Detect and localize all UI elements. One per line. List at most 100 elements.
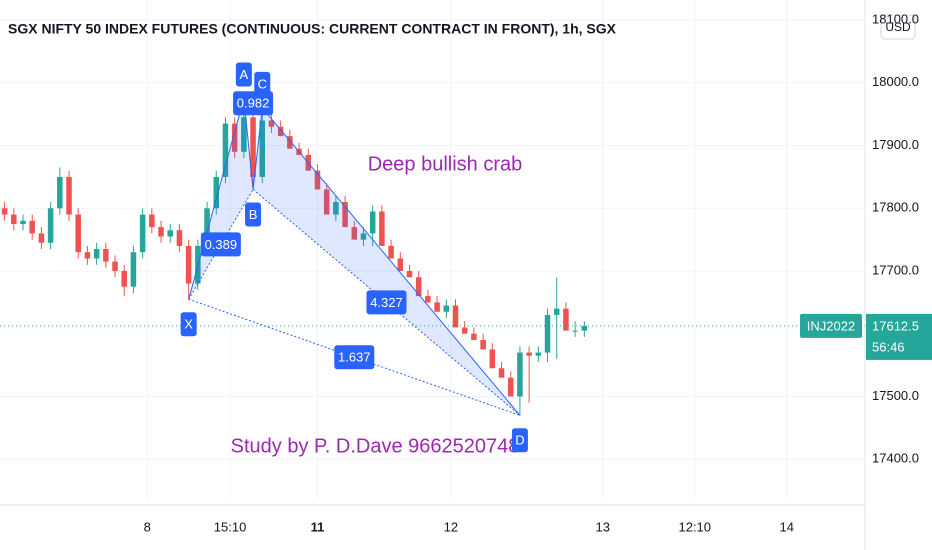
pattern-area <box>253 107 520 416</box>
y-tick-label: 17900.0 <box>872 137 919 152</box>
candle-body <box>314 170 321 190</box>
x-tick-label: 12:10 <box>678 519 711 534</box>
candle-body <box>443 305 450 312</box>
candle-body <box>517 352 523 397</box>
candle-body <box>185 245 192 284</box>
y-tick-label: 18100.0 <box>872 12 919 27</box>
pattern-ratio-box <box>233 91 274 116</box>
candle-body <box>563 308 569 331</box>
candle-body <box>38 233 45 243</box>
currency[interactable]: USD <box>885 20 911 34</box>
candle-body <box>167 230 173 237</box>
candle-body <box>112 261 118 272</box>
y-tick-label: 17400.0 <box>872 451 919 466</box>
candle-body <box>434 302 440 312</box>
pattern-leg <box>188 98 245 300</box>
pattern-ratio: 4.327 <box>370 295 403 310</box>
candle-body <box>544 314 551 353</box>
candle-body <box>277 126 284 137</box>
candle-body <box>222 123 229 177</box>
candle-body <box>250 117 256 177</box>
pattern-point-label: C <box>258 76 267 91</box>
candle-body <box>480 340 486 350</box>
candle-body <box>1 208 8 215</box>
symbol-tag-box <box>800 313 862 338</box>
candle-body <box>507 377 514 397</box>
x-tick-label: 14 <box>780 519 794 534</box>
candle-body <box>241 117 247 152</box>
candle-body <box>553 308 560 315</box>
candle-body <box>360 233 367 240</box>
currency-box[interactable] <box>880 14 916 40</box>
candle-body <box>535 352 542 356</box>
candle-body <box>369 211 376 234</box>
x-tick-label: 12 <box>444 519 458 534</box>
candle-body <box>342 202 348 228</box>
pattern-point-label-box <box>235 62 252 87</box>
candle-body <box>572 330 578 332</box>
pattern-name: Deep bullish crab <box>368 153 523 175</box>
candle-body <box>452 305 459 328</box>
candle-body <box>581 325 588 331</box>
grid <box>0 0 865 500</box>
candle-body <box>415 277 422 297</box>
chart-title: SGX NIFTY 50 INDEX FUTURES (CONTINUOUS: … <box>8 21 617 37</box>
y-tick-label: 18000.0 <box>872 74 919 89</box>
candle-body <box>498 368 505 378</box>
candle-body <box>471 333 477 341</box>
candle-body <box>204 208 210 246</box>
candle-body <box>425 296 431 303</box>
y-tick-label: 17500.0 <box>872 388 919 403</box>
last-price-box <box>866 313 932 360</box>
candle-body <box>461 327 468 334</box>
x-tick-label: 13 <box>596 519 610 534</box>
candle-body <box>526 352 532 356</box>
y-tick-label: 17700.0 <box>872 262 919 277</box>
pattern-ratio-line <box>188 189 254 300</box>
candle-body <box>176 230 183 246</box>
candle-body <box>11 214 17 224</box>
candle-body <box>333 202 339 215</box>
pattern-point-label-box <box>180 312 197 337</box>
pattern-point-label-box <box>254 71 271 96</box>
candle-body <box>268 120 275 127</box>
candle-body <box>231 123 238 152</box>
x-tick-label: 15:10 <box>214 519 247 534</box>
candle-body <box>47 208 54 243</box>
candle-body <box>103 249 109 262</box>
pattern-leg <box>252 107 263 190</box>
annotation: Study by P. D.Dave 9662520748 <box>231 435 520 457</box>
candle-body <box>84 252 91 259</box>
last-price-label: 17612.5 <box>872 318 919 333</box>
candle-body <box>397 258 404 272</box>
x-tick-label: 8 <box>144 519 151 534</box>
pattern-point-label-box <box>511 428 528 453</box>
candle-body <box>406 271 413 278</box>
candle-body <box>287 136 293 149</box>
candle-body <box>66 176 72 215</box>
candle-body <box>20 220 26 224</box>
pattern-ratio-box <box>200 232 241 257</box>
pattern-ratio-line <box>188 298 521 416</box>
candle-body <box>75 214 81 253</box>
candle-body <box>121 271 127 287</box>
candle-body <box>57 176 63 209</box>
pattern-ratio-box <box>334 345 375 370</box>
pattern-point-label: D <box>515 433 524 448</box>
pattern-point-label: X <box>184 317 193 332</box>
candle-body <box>93 249 100 259</box>
candle-body <box>130 252 137 287</box>
candle-body <box>158 227 164 237</box>
candle-body <box>29 220 35 234</box>
countdown: 56:46 <box>872 339 905 354</box>
candle-body <box>213 176 220 209</box>
candle-body <box>351 227 358 240</box>
y-tick-label: 17800.0 <box>872 200 919 215</box>
symbol-tag: INJ2022 <box>807 318 855 333</box>
pattern-point-label: B <box>249 207 258 222</box>
candle-body <box>323 189 330 215</box>
x-tick-label: 11 <box>311 519 325 534</box>
candle-body <box>259 120 266 177</box>
candle-body <box>388 245 394 259</box>
